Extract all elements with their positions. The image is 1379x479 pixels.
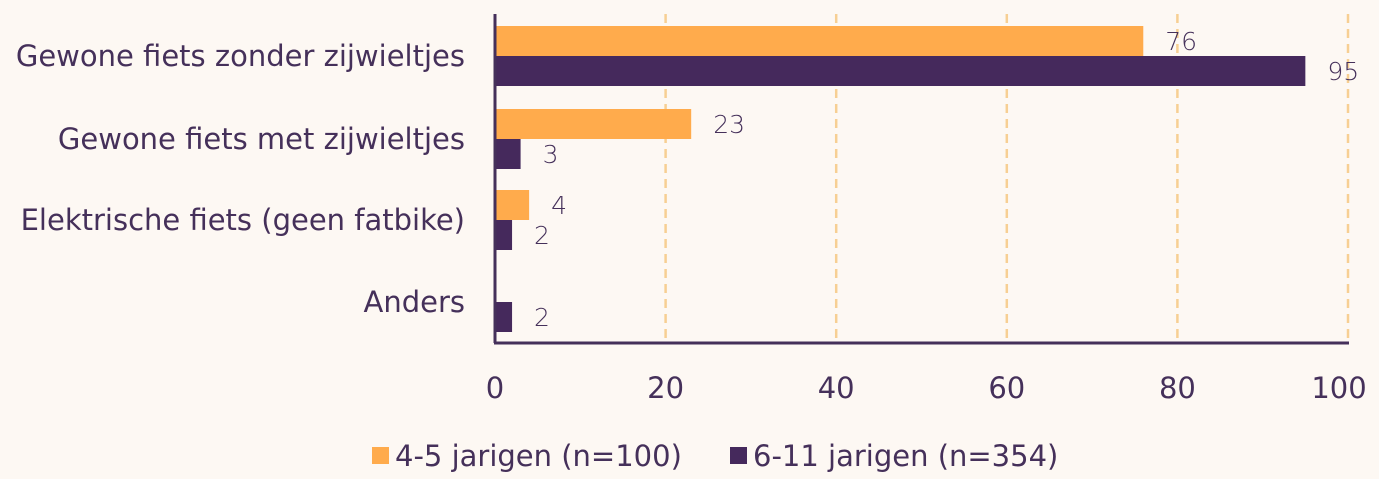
x-tick-label-60: 60 (988, 371, 1025, 405)
x-tick-label-40: 40 (818, 371, 855, 405)
legend-label-1: 4-5 jarigen (n=100) (395, 439, 682, 473)
category-label-3: Elektrische fiets (geen fatbike) (21, 203, 465, 237)
legend-label-2: 6-11 jarigen (n=354) (753, 439, 1058, 473)
bars (495, 26, 1306, 332)
x-tick-label-100: 100 (1311, 371, 1366, 405)
bar-series1-1 (495, 26, 1144, 56)
labels: 76 95 Gewone fiets zonder zijwieltjes 23 3 Ge… (16, 27, 1367, 405)
legend: 4-5 jarigen (n=100) 6-11 jarigen (n=354) (372, 439, 1058, 473)
category-label-2: Gewone fiets met zijwieltjes (58, 122, 465, 156)
x-tick-label-80: 80 (1159, 371, 1196, 405)
data-label-series2-4: 2 (534, 303, 550, 332)
bar-series2-4 (495, 302, 513, 332)
legend-swatch-1 (372, 447, 389, 464)
legend-swatch-2 (730, 447, 747, 464)
bar-series1-2 (495, 109, 692, 139)
bar-series2-3 (495, 220, 513, 250)
axes (493, 14, 1349, 345)
data-label-series2-2: 3 (543, 140, 559, 169)
data-label-series2-3: 2 (534, 221, 550, 250)
category-label-4: Anders (364, 285, 466, 319)
data-label-series2-1: 95 (1327, 57, 1359, 86)
bar-series1-3 (495, 190, 530, 220)
category-label-1: Gewone fiets zonder zijwieltjes (16, 39, 465, 73)
bar-series2-2 (495, 139, 521, 169)
x-tick-label-0: 0 (486, 371, 504, 405)
data-label-series1-2: 23 (713, 110, 745, 139)
bar-series2-1 (495, 56, 1306, 86)
data-label-series1-3: 4 (551, 191, 567, 220)
x-tick-label-20: 20 (647, 371, 684, 405)
data-label-series1-1: 76 (1165, 27, 1197, 56)
gridlines (664, 14, 1350, 343)
